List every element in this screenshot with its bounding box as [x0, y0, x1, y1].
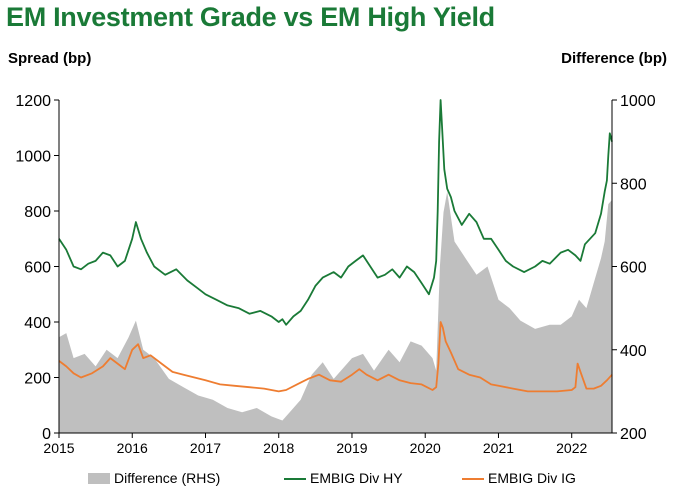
series-hy-line [58, 99, 613, 326]
chart-plot: 0 200 400 600 800 1000 1200 200 400 600 800 1000 201… [15, 93, 656, 456]
y-tick-label-left: 0 [42, 426, 51, 443]
x-tick-label: 2022 [556, 440, 587, 456]
y-tick-label-right: 600 [620, 260, 647, 277]
y-tick-label-left: 200 [24, 371, 51, 388]
x-tick-label: 2016 [117, 440, 148, 456]
y-tick-label-right: 1000 [620, 93, 656, 110]
x-tick-label: 2018 [263, 440, 294, 456]
y-axis-label-left: Spread (bp) [8, 50, 92, 67]
x-tick-label: 2020 [410, 440, 441, 456]
y-tick-label-right: 200 [620, 426, 647, 443]
chart-title: EM Investment Grade vs EM High Yield [6, 2, 495, 32]
y-axis-label-right: Difference (bp) [561, 50, 667, 67]
y-tick-label-right: 400 [620, 343, 647, 360]
legend-swatch-ig [462, 478, 484, 480]
y-tick-label-left: 1000 [15, 149, 51, 166]
y-tick-label-left: 400 [24, 315, 51, 332]
x-tick-label: 2021 [483, 440, 514, 456]
y-tick-label-left: 600 [24, 260, 51, 277]
series-difference-area [59, 191, 612, 433]
x-tick-label: 2015 [43, 440, 74, 456]
legend-swatch-difference [88, 473, 110, 484]
y-tick-label-left: 1200 [15, 93, 51, 110]
y-tick-label-left: 800 [24, 204, 51, 221]
legend-swatch-hy [284, 478, 306, 480]
x-tick-label: 2019 [336, 440, 367, 456]
x-tick-label: 2017 [190, 440, 221, 456]
series-ig-line [58, 321, 613, 393]
legend-label-hy: EMBIG Div HY [310, 470, 403, 486]
legend-label-difference: Difference (RHS) [114, 470, 221, 486]
legend-label-ig: EMBIG Div IG [488, 470, 576, 486]
y-tick-label-right: 800 [620, 176, 647, 193]
